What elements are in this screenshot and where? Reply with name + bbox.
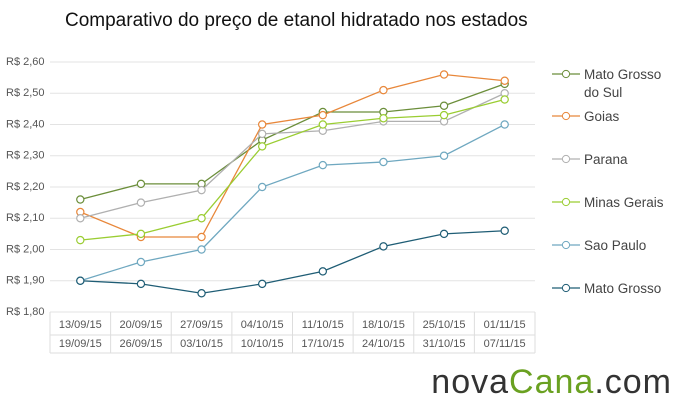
legend-item: Mato Grosso: [552, 280, 677, 303]
legend-item: Parana: [552, 151, 677, 174]
y-tick-label: R$ 2,10: [6, 212, 45, 224]
data-point: [439, 151, 449, 160]
legend-label: Parana: [584, 152, 628, 167]
data-point: [439, 70, 449, 79]
legend-swatch: [552, 69, 580, 79]
legend-label: Goias: [584, 109, 620, 124]
y-tick-label: R$ 2,00: [6, 243, 45, 255]
data-point: [257, 120, 267, 129]
x-tick-label: 10/10/15: [241, 338, 284, 350]
legend-marker: [561, 283, 571, 293]
x-tick-label: 31/10/15: [423, 338, 466, 350]
x-tick-label: 07/11/15: [484, 338, 526, 350]
y-tick-label: R$ 2,50: [6, 87, 45, 99]
data-point: [136, 179, 146, 189]
y-tick-label: R$ 2,20: [6, 181, 45, 193]
data-point: [500, 95, 509, 104]
data-point: [136, 198, 146, 207]
legend-item: Mato Grosso do Sul: [552, 66, 672, 102]
x-tick-label: 03/10/15: [180, 338, 223, 350]
data-point: [379, 85, 388, 95]
series-line: [80, 230, 505, 294]
legend-label: Mato Grosso do Sul: [584, 67, 662, 100]
legend-label: Sao Paulo: [584, 238, 647, 253]
data-point: [439, 229, 449, 239]
legend-item: Minas Gerais: [552, 194, 677, 217]
data-point: [136, 257, 146, 267]
legend-marker: [561, 240, 571, 250]
legend-swatch: [552, 111, 580, 121]
legend-swatch: [552, 197, 580, 207]
x-tick-label: 13/09/15: [59, 319, 102, 331]
logo-part: nova: [431, 363, 510, 401]
y-tick-label: R$ 2,30: [6, 150, 45, 162]
data-point: [76, 276, 85, 285]
y-tick-label: R$ 2,60: [6, 56, 45, 68]
legend-swatch: [552, 283, 580, 293]
logo: novaCana.com: [431, 363, 672, 402]
data-point: [318, 120, 328, 129]
series-line: [80, 92, 505, 219]
x-tick-label: 19/09/15: [59, 338, 102, 350]
legend-marker: [561, 154, 571, 164]
data-point: [197, 214, 206, 223]
y-tick-label: R$ 2,40: [6, 118, 45, 130]
x-tick-label: 18/10/15: [362, 319, 405, 331]
legend-label: Minas Gerais: [584, 195, 664, 210]
x-tick-label: 25/10/15: [423, 319, 466, 331]
data-point: [257, 279, 267, 289]
y-tick-label: R$ 1,90: [6, 275, 45, 287]
data-point: [136, 229, 146, 239]
series-line: [80, 83, 505, 201]
data-point: [379, 242, 388, 251]
x-tick-label: 26/09/15: [120, 338, 163, 350]
legend: Mato Grosso do Sul Goias Parana Minas Gerai…: [552, 66, 677, 323]
data-point: [318, 160, 328, 170]
series-line: [80, 73, 505, 238]
data-point: [197, 232, 206, 242]
logo-part: .com: [594, 363, 672, 401]
data-point: [197, 185, 206, 195]
x-tick-label: 27/09/15: [180, 319, 223, 331]
data-point: [197, 245, 206, 254]
data-point: [379, 114, 388, 123]
data-point: [76, 214, 85, 223]
legend-marker: [561, 69, 571, 79]
data-point: [500, 226, 509, 235]
data-point: [439, 110, 449, 120]
data-point: [500, 120, 509, 129]
data-point: [197, 289, 206, 298]
y-tick-label: R$ 1,80: [6, 306, 45, 318]
data-point: [379, 157, 388, 167]
logo-part: Cana: [509, 363, 595, 401]
data-point: [500, 76, 509, 85]
data-point: [76, 195, 85, 204]
legend-swatch: [552, 154, 580, 164]
data-point: [257, 182, 267, 192]
data-point: [257, 129, 267, 139]
data-point: [318, 110, 328, 120]
legend-item: Sao Paulo: [552, 237, 677, 260]
series-line: [80, 98, 505, 241]
x-tick-label: 24/10/15: [362, 338, 405, 350]
data-point: [136, 279, 146, 289]
data-point: [257, 142, 267, 151]
data-point: [76, 235, 85, 245]
x-tick-label: 17/10/15: [301, 338, 344, 350]
data-point: [439, 101, 449, 110]
legend-swatch: [552, 240, 580, 250]
x-tick-label: 01/11/15: [484, 319, 526, 331]
x-tick-label: 11/10/15: [302, 319, 344, 331]
x-tick-label: 04/10/15: [241, 319, 284, 331]
legend-item: Goias: [552, 108, 677, 131]
data-point: [318, 267, 328, 276]
x-tick-label: 20/09/15: [120, 319, 163, 331]
chart-title: Comparativo do preço de etanol hidratado…: [65, 10, 528, 31]
legend-marker: [561, 111, 571, 121]
series-line: [80, 123, 505, 282]
legend-marker: [561, 197, 571, 207]
legend-label: Mato Grosso: [584, 281, 662, 296]
